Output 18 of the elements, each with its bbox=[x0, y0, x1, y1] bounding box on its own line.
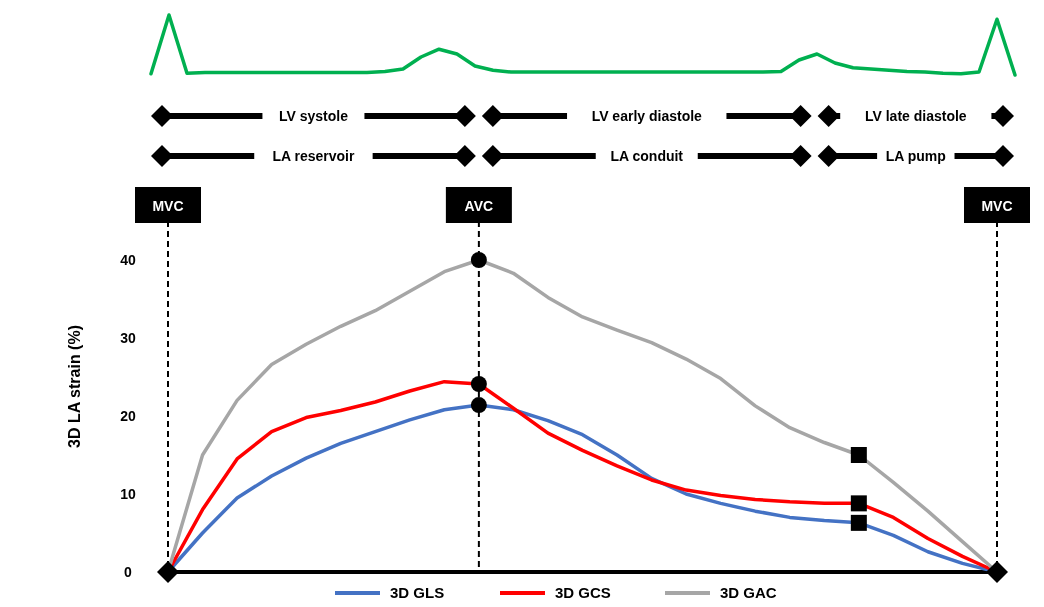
y-tick-label: 10 bbox=[120, 486, 136, 502]
y-tick-label: 40 bbox=[120, 252, 136, 268]
legend-label: 3D GAC bbox=[720, 584, 777, 601]
y-tick-label: 30 bbox=[120, 330, 136, 346]
text: AVC bbox=[464, 198, 494, 214]
y-tick-label: 0 bbox=[124, 564, 133, 580]
text: LV systole bbox=[278, 108, 349, 124]
legend-label: 3D GCS bbox=[555, 584, 611, 601]
text: LV early diastole bbox=[591, 108, 703, 124]
text: MVC bbox=[981, 198, 1013, 214]
text: LA reservoir bbox=[272, 148, 355, 164]
text: MVC bbox=[152, 198, 184, 214]
legend-label: 3D GLS bbox=[390, 584, 445, 601]
text: LA pump bbox=[885, 148, 946, 164]
text: LA conduit bbox=[610, 148, 684, 164]
y-axis-title: 3D LA strain (%) bbox=[66, 325, 83, 448]
y-tick-label: 20 bbox=[120, 408, 136, 424]
text: LV late diastole bbox=[864, 108, 967, 124]
